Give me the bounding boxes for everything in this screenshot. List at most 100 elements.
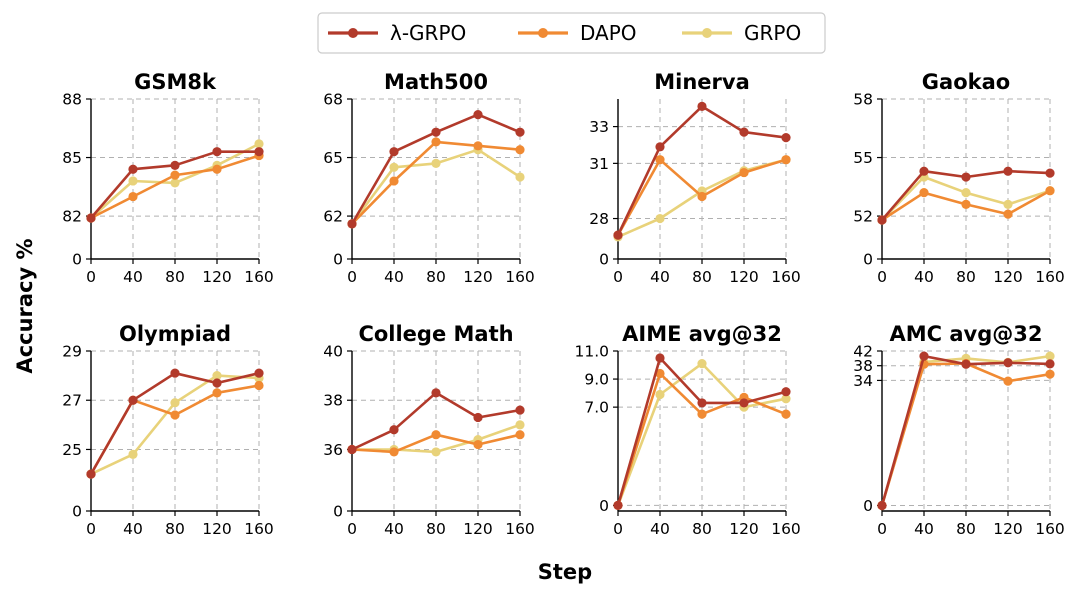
- y-tick-label: 31: [589, 155, 609, 173]
- data-point-grpo: [1045, 351, 1055, 361]
- y-tick-label: 9.0: [584, 371, 609, 389]
- panel-title: GSM8k: [134, 70, 217, 94]
- data-point-lambda-grpo: [919, 351, 929, 361]
- data-point-dapo: [1045, 186, 1055, 196]
- data-point-grpo: [655, 389, 665, 400]
- x-tick-label: 80: [956, 268, 976, 286]
- panel-title: Math500: [384, 70, 488, 94]
- legend-swatch-marker: [702, 28, 712, 38]
- y-tick-label: 7.0: [584, 399, 609, 417]
- legend-entry: λ-GRPO: [328, 21, 466, 45]
- data-point-grpo: [697, 359, 707, 369]
- data-point-grpo: [1003, 199, 1013, 209]
- data-point-dapo: [170, 410, 180, 420]
- data-point-grpo: [961, 188, 971, 198]
- x-tick-label: 0: [86, 520, 96, 538]
- data-point-lambda-grpo: [254, 368, 264, 378]
- data-point-dapo: [212, 388, 222, 398]
- data-point-grpo: [515, 420, 525, 430]
- data-point-dapo: [655, 368, 665, 379]
- y-tick-label: 0: [333, 251, 343, 269]
- x-tick-label: 0: [613, 520, 623, 538]
- x-tick-label: 0: [877, 520, 887, 538]
- data-point-dapo: [1003, 209, 1013, 219]
- panel-title: Minerva: [654, 70, 750, 94]
- data-point-lambda-grpo: [739, 398, 749, 408]
- legend: λ-GRPO DAPO GRPO: [317, 12, 826, 54]
- x-tick-label: 80: [692, 268, 712, 286]
- legend-label: DAPO: [580, 21, 637, 45]
- data-point-lambda-grpo: [739, 127, 749, 137]
- data-point-lambda-grpo: [1045, 359, 1055, 369]
- legend-frame: [317, 12, 826, 54]
- data-point-grpo: [389, 162, 399, 172]
- y-tick-label: 0: [863, 497, 873, 515]
- data-point-dapo: [739, 167, 749, 178]
- x-tick-label: 80: [692, 520, 712, 538]
- y-tick-label: 34: [853, 372, 873, 390]
- data-point-dapo: [655, 155, 665, 165]
- y-tick-label: 40: [323, 343, 343, 361]
- data-point-grpo: [170, 398, 180, 408]
- data-point-lambda-grpo: [697, 101, 707, 111]
- y-tick-label: 0: [72, 251, 82, 269]
- data-point-dapo: [781, 409, 791, 419]
- data-point-dapo: [961, 199, 971, 209]
- panel-title: Olympiad: [119, 322, 231, 346]
- data-point-dapo: [1045, 369, 1055, 379]
- y-tick-label: 38: [323, 392, 343, 410]
- x-tick-label: 160: [505, 520, 535, 538]
- y-tick-label: 11.0: [574, 343, 609, 361]
- x-tick-label: 40: [384, 520, 404, 538]
- x-tick-label: 40: [384, 268, 404, 286]
- chart-panel: Gaokao 0 40 80 120 160 52 55 58 0: [853, 70, 1065, 286]
- y-tick-label: 38: [853, 357, 873, 375]
- x-tick-label: 0: [877, 268, 887, 286]
- legend-swatch-marker: [348, 28, 358, 38]
- data-point-dapo: [919, 188, 929, 198]
- data-point-lambda-grpo: [86, 469, 96, 479]
- data-point-lambda-grpo: [515, 405, 525, 415]
- x-tick-label: 80: [426, 520, 446, 538]
- data-point-grpo: [655, 213, 665, 224]
- y-axis-label: Accuracy %: [13, 238, 37, 373]
- data-point-grpo: [128, 176, 138, 186]
- y-tick-label: 0: [72, 503, 82, 521]
- data-point-lambda-grpo: [877, 215, 887, 225]
- data-point-dapo: [389, 447, 399, 457]
- x-tick-label: 80: [165, 520, 185, 538]
- data-point-dapo: [515, 145, 525, 155]
- y-tick-label: 33: [589, 118, 609, 136]
- legend-entry: DAPO: [518, 21, 637, 45]
- data-point-grpo: [781, 394, 791, 404]
- y-tick-label: 27: [62, 392, 82, 410]
- data-point-lambda-grpo: [613, 500, 623, 510]
- x-tick-label: 160: [244, 268, 274, 286]
- x-tick-label: 0: [613, 268, 623, 286]
- legend-entry: GRPO: [682, 21, 801, 45]
- data-point-dapo: [389, 176, 399, 186]
- data-point-lambda-grpo: [389, 425, 399, 435]
- data-point-lambda-grpo: [877, 500, 887, 511]
- data-point-lambda-grpo: [961, 172, 971, 182]
- x-tick-label: 160: [771, 520, 801, 538]
- panel-title: College Math: [358, 322, 513, 346]
- y-tick-label: 88: [62, 91, 82, 109]
- y-tick-label: 65: [323, 149, 343, 167]
- data-point-dapo: [431, 137, 441, 147]
- chart-panel: Math500 0 40 80 120 160 62 65 68 0: [323, 70, 535, 286]
- x-tick-label: 40: [914, 268, 934, 286]
- data-point-dapo: [431, 430, 441, 440]
- x-tick-label: 120: [202, 268, 232, 286]
- data-point-lambda-grpo: [781, 387, 791, 397]
- y-tick-label: 0: [333, 503, 343, 521]
- data-point-lambda-grpo: [128, 395, 138, 405]
- data-point-lambda-grpo: [347, 444, 357, 455]
- x-tick-label: 120: [729, 268, 759, 286]
- data-point-lambda-grpo: [613, 230, 623, 240]
- data-point-lambda-grpo: [212, 147, 222, 157]
- panel-title: AIME avg@32: [622, 322, 782, 346]
- x-tick-label: 40: [650, 268, 670, 286]
- chart-panel: Olympiad 0 40 80 120 160 25 27 29 0: [62, 322, 274, 538]
